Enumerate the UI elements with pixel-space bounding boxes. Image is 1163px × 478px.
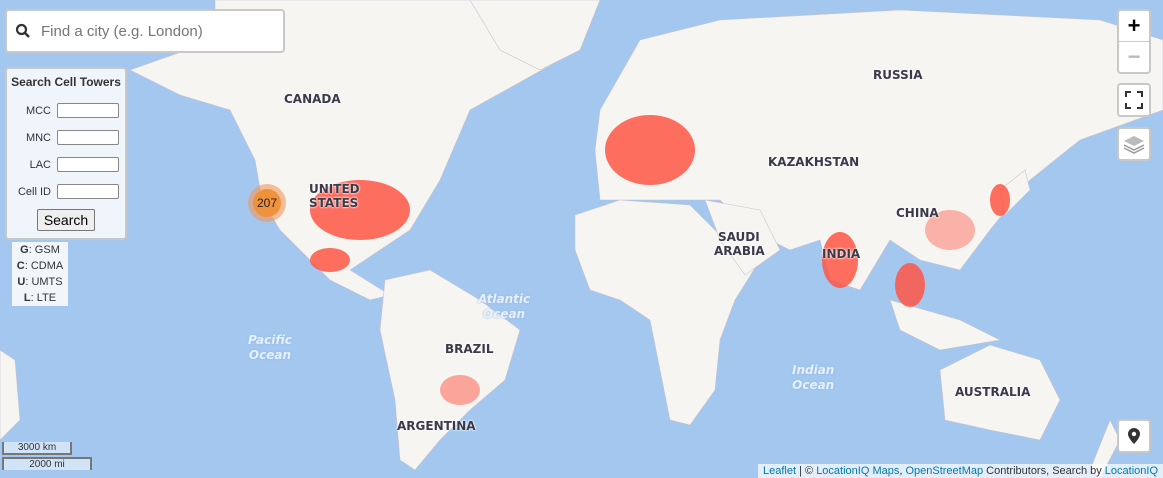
mcc-label: MCC (25, 104, 51, 117)
zoom-out-button[interactable]: − (1127, 44, 1141, 69)
ocean-pacific-1: Pacific (248, 333, 292, 347)
label-argentina: ARGENTINA (397, 419, 476, 433)
search-icon (15, 23, 30, 38)
africa (574, 199, 761, 426)
cellid-input[interactable] (57, 184, 119, 199)
arabia (704, 199, 781, 276)
ocean-atlantic-1: Atlantic (478, 292, 531, 306)
ocean-pacific-2: Ocean (248, 348, 291, 362)
cluster-count: 207 (253, 189, 281, 217)
legend-item: L: LTE (23, 292, 57, 304)
label-canada: CANADA (284, 92, 341, 106)
locationiq-maps-link[interactable]: LocationIQ Maps (816, 465, 900, 477)
map-marker-icon (1128, 428, 1140, 444)
label-australia: AUSTRALIA (955, 385, 1031, 399)
mnc-input[interactable] (57, 130, 119, 145)
indonesia (889, 299, 1001, 351)
tower-density-india (822, 232, 858, 288)
legend-item: U: UMTS (17, 276, 63, 288)
label-china: CHINA (896, 206, 939, 220)
city-search-box (5, 9, 285, 53)
search-button[interactable]: Search (36, 209, 96, 231)
layers-icon (1123, 136, 1145, 154)
north-america (129, 0, 591, 301)
alaska-west (0, 349, 21, 441)
mcc-input[interactable] (57, 103, 119, 118)
label-saudi-1: SAUDI (718, 230, 760, 244)
locationiq-link[interactable]: LocationIQ (1104, 465, 1158, 477)
panel-title: Search Cell Towers (11, 75, 121, 89)
south-america (379, 269, 521, 471)
lac-input[interactable] (57, 157, 119, 172)
layers-button[interactable] (1117, 127, 1151, 161)
tower-density-seasia (895, 263, 925, 307)
label-usa-1: UNITED (309, 182, 360, 196)
zoom-control: + − (1117, 9, 1151, 74)
cell-tower-search-panel: Search Cell Towers MCC MNC LAC Cell ID S… (5, 67, 127, 240)
greenland (469, 0, 601, 71)
lac-label: LAC (29, 158, 51, 171)
locate-button[interactable] (1117, 419, 1151, 453)
tower-density-brazil (440, 375, 480, 405)
label-brazil: BRAZIL (445, 342, 494, 356)
attribution: Leaflet | © LocationIQ Maps, OpenStreetM… (758, 464, 1163, 478)
ocean-indian-1: Indian (792, 363, 835, 377)
tower-density-mexico (310, 248, 350, 272)
radio-type-legend: G: GSM C: CDMA U: UMTS L: LTE (12, 242, 68, 306)
australia (939, 344, 1061, 441)
eurasia (594, 9, 1163, 291)
new-zealand (1089, 419, 1121, 478)
label-russia: RUSSIA (873, 68, 923, 82)
zoom-in-button[interactable]: + (1119, 11, 1149, 42)
mnc-label: MNC (25, 131, 51, 144)
tower-density-usa (310, 180, 410, 240)
fullscreen-button[interactable] (1117, 83, 1151, 117)
label-saudi-2: ARABIA (714, 244, 765, 258)
label-india: INDIA (822, 247, 861, 261)
cellid-label: Cell ID (17, 185, 51, 198)
legend-item: C: CDMA (16, 260, 64, 272)
tower-density-japan (990, 184, 1010, 216)
leaflet-link[interactable]: Leaflet (763, 465, 797, 477)
scale-mi: 2000 mi (2, 457, 92, 470)
label-kazakhstan: KAZAKHSTAN (768, 155, 860, 169)
ocean-indian-2: Ocean (792, 378, 835, 392)
tower-density-europe (605, 115, 695, 185)
legend-item: G: GSM (20, 244, 60, 256)
city-search-input[interactable] (39, 21, 283, 41)
fullscreen-icon (1125, 91, 1143, 109)
scale-km: 3000 km (2, 442, 72, 455)
label-usa-2: STATES (309, 196, 359, 210)
tower-density-china (925, 210, 975, 250)
ocean-atlantic-2: Ocean (483, 307, 526, 321)
tower-cluster-marker[interactable]: 207 (248, 184, 286, 222)
osm-link[interactable]: OpenStreetMap (905, 465, 984, 477)
